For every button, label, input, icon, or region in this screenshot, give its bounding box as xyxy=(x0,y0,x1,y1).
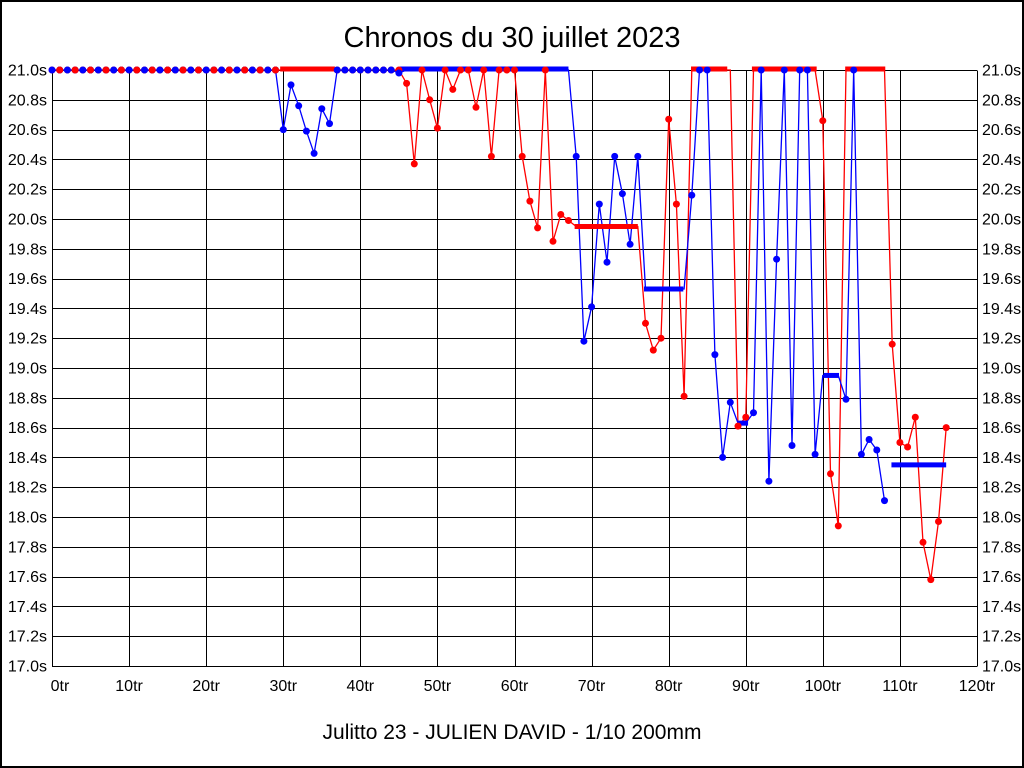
svg-text:19.6s: 19.6s xyxy=(982,271,1021,288)
chart-subtitle: Julitto 23 - JULIEN DAVID - 1/10 200mm xyxy=(322,721,702,744)
svg-text:17.8s: 17.8s xyxy=(8,539,47,556)
svg-text:60tr: 60tr xyxy=(501,678,529,695)
svg-text:18.2s: 18.2s xyxy=(982,480,1021,497)
series-red-dots xyxy=(56,66,279,74)
svg-text:30tr: 30tr xyxy=(269,678,297,695)
svg-text:18.2s: 18.2s xyxy=(8,480,47,497)
svg-text:17.6s: 17.6s xyxy=(982,569,1021,586)
svg-text:17.0s: 17.0s xyxy=(982,659,1021,676)
svg-text:20.2s: 20.2s xyxy=(8,182,47,199)
y-axis-labels-right: 21.0s 20.8s 20.6s 20.4s 20.2s 20.0s 19.8s 19.6s… xyxy=(982,63,1021,676)
svg-text:19.0s: 19.0s xyxy=(8,361,47,378)
svg-text:20.6s: 20.6s xyxy=(982,122,1021,139)
svg-text:20.4s: 20.4s xyxy=(982,152,1021,169)
svg-text:17.4s: 17.4s xyxy=(8,599,47,616)
svg-text:100tr: 100tr xyxy=(805,678,842,695)
svg-text:21.0s: 21.0s xyxy=(982,63,1021,80)
svg-text:19.2s: 19.2s xyxy=(982,331,1021,348)
svg-text:40tr: 40tr xyxy=(347,678,375,695)
svg-text:19.8s: 19.8s xyxy=(982,241,1021,258)
svg-text:17.4s: 17.4s xyxy=(982,599,1021,616)
svg-text:18.6s: 18.6s xyxy=(8,420,47,437)
series-blue-bars xyxy=(399,66,947,468)
svg-text:18.0s: 18.0s xyxy=(8,510,47,527)
svg-text:19.8s: 19.8s xyxy=(8,241,47,258)
svg-text:20.8s: 20.8s xyxy=(982,92,1021,109)
svg-text:18.0s: 18.0s xyxy=(982,510,1021,527)
svg-text:17.0s: 17.0s xyxy=(8,659,47,676)
svg-text:90tr: 90tr xyxy=(732,678,760,695)
svg-text:18.8s: 18.8s xyxy=(982,390,1021,407)
series-red-bars xyxy=(280,66,886,229)
svg-text:17.2s: 17.2s xyxy=(8,629,47,646)
x-axis-labels: 0tr 10tr 20tr 30tr 40tr 50tr 60tr 70tr 80tr 90tr 1… xyxy=(51,678,996,695)
svg-text:19.6s: 19.6s xyxy=(8,271,47,288)
svg-text:50tr: 50tr xyxy=(424,678,452,695)
series-blue-line xyxy=(52,69,886,501)
svg-text:17.8s: 17.8s xyxy=(982,539,1021,556)
svg-text:19.4s: 19.4s xyxy=(982,301,1021,318)
svg-text:0tr: 0tr xyxy=(51,678,70,695)
chart-title: Chronos du 30 juillet 2023 xyxy=(343,22,681,54)
svg-text:20tr: 20tr xyxy=(192,678,220,695)
svg-text:20.4s: 20.4s xyxy=(8,152,47,169)
svg-text:10tr: 10tr xyxy=(115,678,143,695)
svg-text:19.4s: 19.4s xyxy=(8,301,47,318)
svg-text:18.8s: 18.8s xyxy=(8,390,47,407)
series-red-dots xyxy=(48,66,950,584)
svg-text:18.6s: 18.6s xyxy=(982,420,1021,437)
svg-text:18.4s: 18.4s xyxy=(982,450,1021,467)
svg-text:21.0s: 21.0s xyxy=(8,63,47,80)
svg-text:20.0s: 20.0s xyxy=(8,212,47,229)
svg-text:19.0s: 19.0s xyxy=(982,361,1021,378)
svg-text:17.2s: 17.2s xyxy=(982,629,1021,646)
svg-text:20.2s: 20.2s xyxy=(982,182,1021,199)
svg-text:120tr: 120tr xyxy=(959,678,996,695)
svg-text:20.8s: 20.8s xyxy=(8,92,47,109)
y-axis-labels-left: 21.0s 20.8s 20.6s 20.4s 20.2s 20.0s 19.8s 19.6s… xyxy=(8,63,47,676)
svg-text:20.6s: 20.6s xyxy=(8,122,47,139)
svg-text:70tr: 70tr xyxy=(578,678,606,695)
svg-text:17.6s: 17.6s xyxy=(8,569,47,586)
svg-text:19.2s: 19.2s xyxy=(8,331,47,348)
svg-text:110tr: 110tr xyxy=(882,678,918,695)
svg-text:80tr: 80tr xyxy=(655,678,683,695)
svg-text:20.0s: 20.0s xyxy=(982,212,1021,229)
svg-text:18.4s: 18.4s xyxy=(8,450,47,467)
grid xyxy=(52,70,978,667)
